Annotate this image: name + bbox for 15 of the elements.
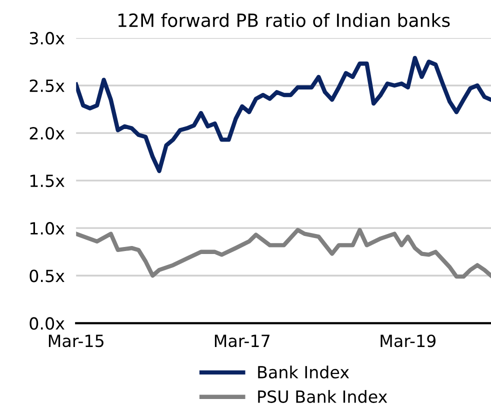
y-tick-label: 2.0x (30, 126, 64, 140)
y-tick-label: 0.0x (30, 317, 64, 330)
line-series (76, 228, 491, 279)
chart-title: 12M forward PB ratio of Indian banks (118, 13, 450, 28)
legend-label: PSU Bank Index (258, 390, 388, 403)
x-tick-label: Mar-15 (48, 334, 104, 348)
x-tick-label: Mar-17 (214, 334, 270, 348)
y-tick-label: 1.5x (30, 174, 64, 188)
y-tick-label: 3.0x (30, 32, 64, 45)
y-tick-label: 2.5x (30, 79, 64, 92)
x-tick-label: Mar-19 (380, 334, 436, 348)
y-tick-label: 1.0x (30, 222, 64, 235)
y-tick-label: 0.5x (30, 270, 64, 282)
legend-label: Bank Index (258, 366, 350, 378)
line-series (76, 56, 491, 174)
